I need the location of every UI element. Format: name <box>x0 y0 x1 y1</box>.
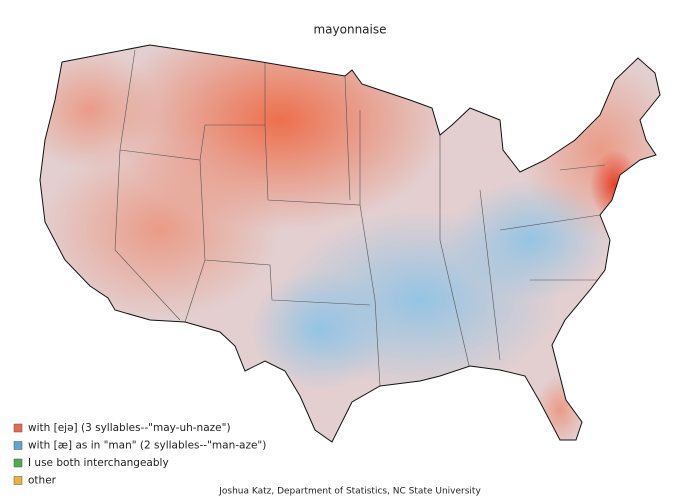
legend-label: with [æ] as in "man" (2 syllables--"man-… <box>28 440 266 452</box>
legend-label: I use both interchangeably <box>28 457 169 469</box>
map-title: mayonnaise <box>313 23 386 37</box>
legend-swatch <box>13 476 23 485</box>
legend-swatch <box>13 458 23 468</box>
legend-label: other <box>28 475 57 487</box>
legend: with [ejə] (3 syllables--"may-uh-naze") w… <box>13 422 266 487</box>
state-lines <box>114 49 606 387</box>
legend-label: with [ejə] (3 syllables--"may-uh-naze") <box>28 422 231 434</box>
legend-swatch <box>13 441 23 450</box>
legend-swatch <box>13 423 23 433</box>
credit: Joshua Katz, Department of Statistics, N… <box>218 487 481 497</box>
